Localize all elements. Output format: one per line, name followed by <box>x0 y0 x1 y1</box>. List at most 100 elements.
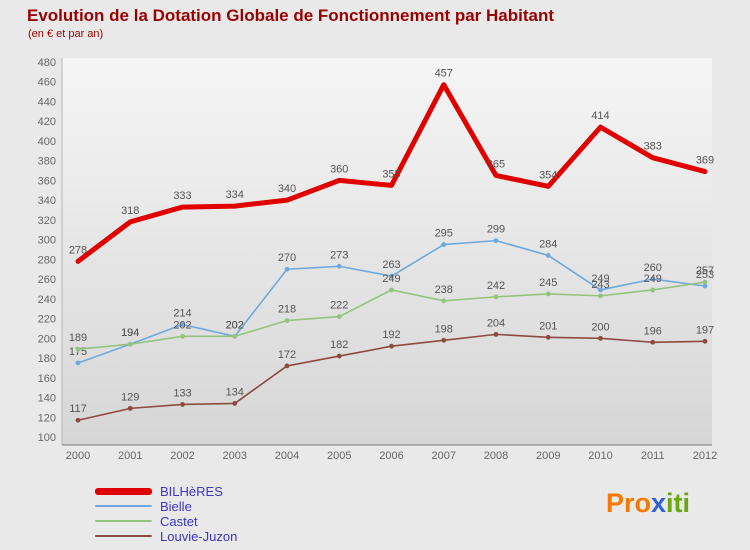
value-label: 270 <box>278 252 296 264</box>
y-tick-label: 300 <box>38 235 56 247</box>
data-point <box>441 298 447 304</box>
data-point <box>127 341 133 347</box>
legend: BILHèRES Bielle Castet Louvie-Juzon <box>95 484 237 543</box>
y-tick-label: 220 <box>38 314 56 326</box>
value-label: 355 <box>382 168 400 180</box>
y-tick-label: 100 <box>38 432 56 444</box>
legend-label: Bielle <box>160 498 192 514</box>
value-label: 194 <box>121 327 139 339</box>
value-label: 117 <box>69 403 87 415</box>
data-point <box>180 402 185 407</box>
legend-swatch <box>95 520 152 522</box>
y-tick-label: 360 <box>38 175 56 187</box>
legend-label: Louvie-Juzon <box>160 528 238 544</box>
value-label: 238 <box>435 284 453 296</box>
data-point <box>180 322 185 327</box>
value-label: 194 <box>121 327 139 339</box>
y-tick-label: 340 <box>38 195 56 207</box>
y-tick-label: 280 <box>38 254 56 266</box>
data-point <box>75 417 81 423</box>
x-tick-label: 2012 <box>693 450 717 462</box>
x-tick-label: 2001 <box>118 450 142 462</box>
value-label: 383 <box>644 141 662 153</box>
y-tick-label: 160 <box>38 373 56 385</box>
data-point <box>284 363 290 369</box>
data-point <box>493 294 499 300</box>
value-label: 245 <box>539 277 557 289</box>
value-label: 333 <box>173 190 191 202</box>
value-label: 369 <box>696 155 714 167</box>
value-label: 299 <box>487 224 505 236</box>
value-label: 263 <box>382 259 400 271</box>
y-tick-label: 180 <box>38 353 56 365</box>
chart-subtitle: (en € et par an) <box>28 28 104 40</box>
data-point <box>702 338 708 344</box>
value-label: 134 <box>226 386 244 398</box>
value-label: 249 <box>644 273 662 285</box>
legend-item-bilh-res: BILHèRES <box>95 484 237 498</box>
data-point <box>545 291 551 297</box>
series-louvie-juzon: 117 129 133 134 172 182 192 198 204 201 200 196 197 <box>69 317 714 423</box>
data-point <box>389 343 394 349</box>
x-tick-label: 2010 <box>588 450 612 462</box>
series-line <box>75 82 708 264</box>
x-tick-label: 2008 <box>484 450 508 462</box>
legend-label: Castet <box>160 513 198 529</box>
x-tick-label: 2004 <box>275 450 299 462</box>
value-label: 340 <box>278 183 296 195</box>
value-label: 218 <box>278 304 296 316</box>
data-point <box>702 283 708 289</box>
data-point <box>598 293 603 299</box>
logo-segment: Pro <box>605 488 651 518</box>
y-tick-label: 380 <box>38 156 56 168</box>
value-label: 196 <box>644 325 662 337</box>
value-label: 243 <box>591 279 609 291</box>
x-tick-label: 2009 <box>536 450 560 462</box>
data-point <box>75 360 81 366</box>
logo-segment: iti <box>666 488 690 518</box>
value-label: 257 <box>696 265 714 277</box>
series-bilh-res: 278 318 333 334 340 360 355 457 365 354 414 383 369 <box>69 68 714 264</box>
data-point <box>75 346 81 352</box>
y-tick-label: 420 <box>38 116 56 128</box>
legend-item-bielle: Bielle <box>95 499 237 513</box>
value-label: 202 <box>226 319 244 331</box>
data-point <box>284 266 290 272</box>
plot-area <box>62 58 712 445</box>
legend-item-louvie-juzon: Louvie-Juzon <box>95 529 237 543</box>
data-point <box>545 334 551 340</box>
value-label: 133 <box>173 387 191 399</box>
value-label: 273 <box>330 249 348 261</box>
value-label: 129 <box>121 391 139 403</box>
logo-segment: x <box>650 488 666 518</box>
data-point <box>284 318 290 323</box>
x-tick-label: 2006 <box>379 450 403 462</box>
data-point <box>127 405 133 411</box>
y-tick-label: 400 <box>38 136 56 148</box>
proxiti-logo: Proxiti <box>606 488 690 519</box>
line-chart: 100 120 140 160 180 200 220 240 260 280 300 320 340 3… <box>38 57 718 462</box>
data-point <box>389 287 394 293</box>
data-point <box>545 253 551 258</box>
value-label: 278 <box>69 244 87 256</box>
data-point <box>598 335 603 341</box>
value-label: 192 <box>382 329 400 341</box>
data-point <box>493 331 499 337</box>
value-label: 249 <box>591 273 609 285</box>
value-label: 202 <box>226 319 244 331</box>
value-label: 365 <box>487 158 505 170</box>
value-label: 172 <box>278 349 296 361</box>
data-point <box>180 333 185 339</box>
x-tick-label: 2005 <box>327 450 351 462</box>
legend-swatch <box>95 505 152 507</box>
value-label: 295 <box>435 228 453 240</box>
x-tick-label: 2011 <box>641 450 665 462</box>
value-label: 222 <box>330 300 348 312</box>
value-label: 204 <box>487 317 505 329</box>
value-label: 334 <box>226 189 244 201</box>
data-point <box>702 279 708 285</box>
value-label: 457 <box>435 68 453 80</box>
y-tick-label: 320 <box>38 215 56 227</box>
data-point <box>493 238 499 244</box>
value-label: 242 <box>487 280 505 292</box>
